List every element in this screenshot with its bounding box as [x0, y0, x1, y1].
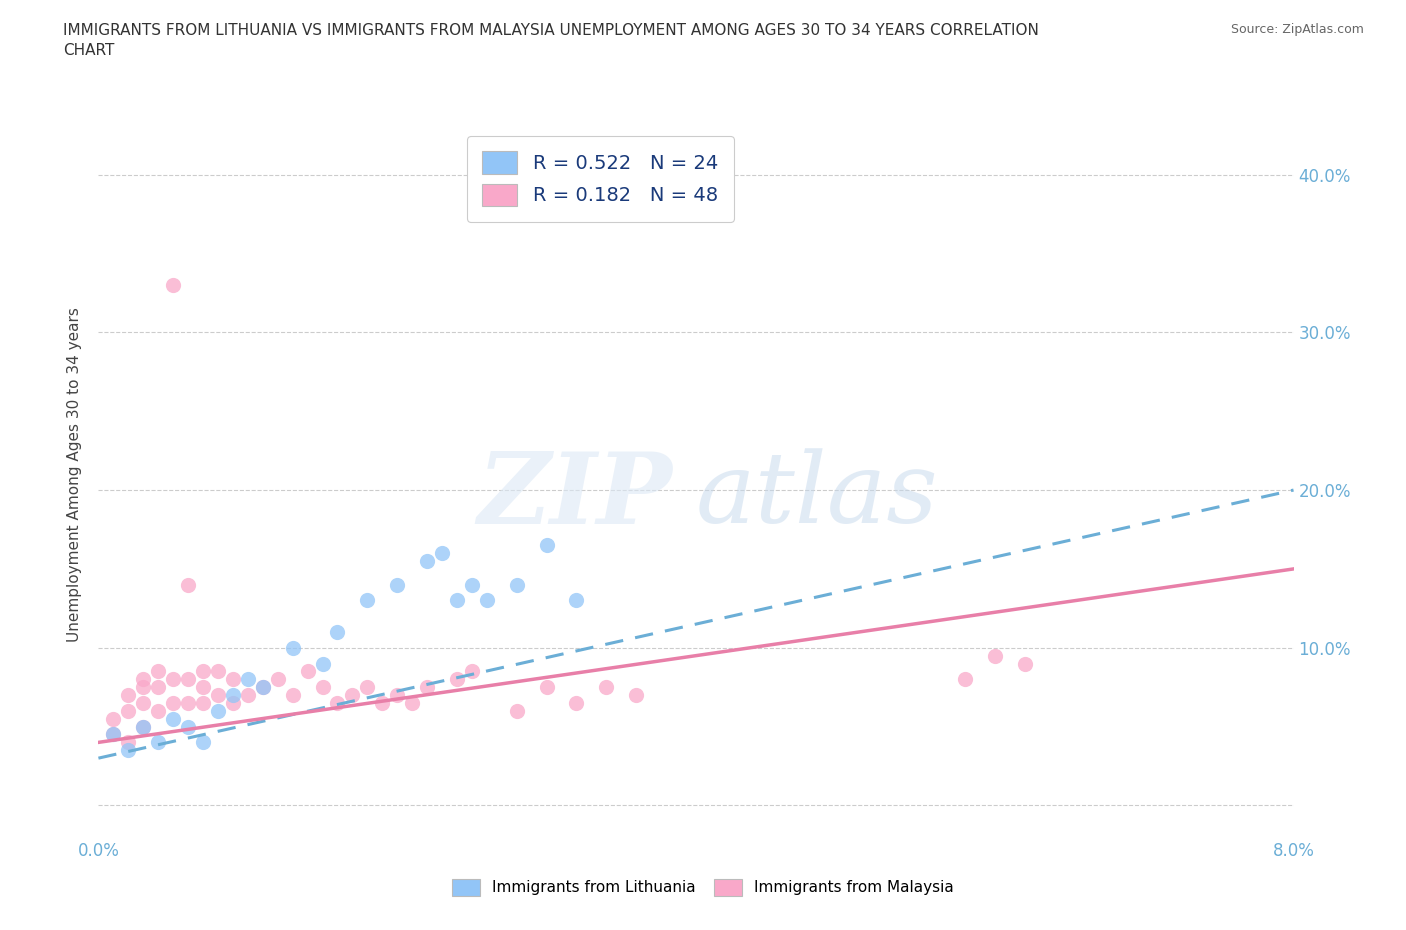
Point: [236, 671, 259, 686]
Point: [191, 664, 214, 679]
Point: [132, 671, 155, 686]
Point: [207, 703, 229, 718]
Point: [342, 687, 364, 702]
Point: [162, 696, 184, 711]
Point: [191, 680, 214, 695]
Point: [536, 538, 558, 552]
Point: [207, 687, 229, 702]
Point: [148, 664, 170, 679]
Point: [207, 664, 229, 679]
Point: [416, 553, 439, 568]
Point: [117, 735, 139, 750]
Point: [177, 578, 200, 592]
Point: [984, 648, 1007, 663]
Point: [132, 680, 155, 695]
Point: [162, 711, 184, 726]
Point: [162, 671, 184, 686]
Point: [148, 680, 170, 695]
Point: [191, 735, 214, 750]
Point: [506, 703, 529, 718]
Point: [371, 696, 394, 711]
Point: [281, 687, 304, 702]
Point: [103, 727, 125, 742]
Point: [103, 727, 125, 742]
Text: IMMIGRANTS FROM LITHUANIA VS IMMIGRANTS FROM MALAYSIA UNEMPLOYMENT AMONG AGES 30: IMMIGRANTS FROM LITHUANIA VS IMMIGRANTS …: [63, 23, 1039, 58]
Y-axis label: Unemployment Among Ages 30 to 34 years: Unemployment Among Ages 30 to 34 years: [67, 307, 83, 642]
Point: [132, 719, 155, 734]
Point: [236, 687, 259, 702]
Point: [446, 671, 468, 686]
Point: [461, 578, 484, 592]
Point: [953, 671, 976, 686]
Text: ZIP: ZIP: [477, 448, 672, 544]
Point: [595, 680, 617, 695]
Point: [222, 687, 245, 702]
Point: [117, 703, 139, 718]
Point: [536, 680, 558, 695]
Legend: R = 0.522   N = 24, R = 0.182   N = 48: R = 0.522 N = 24, R = 0.182 N = 48: [467, 136, 734, 221]
Text: atlas: atlas: [696, 448, 939, 544]
Point: [148, 703, 170, 718]
Point: [430, 546, 453, 561]
Point: [117, 743, 139, 758]
Point: [148, 735, 170, 750]
Point: [506, 578, 529, 592]
Point: [311, 656, 333, 671]
Point: [252, 680, 274, 695]
Point: [222, 671, 245, 686]
Point: [162, 278, 184, 293]
Point: [416, 680, 439, 695]
Point: [132, 719, 155, 734]
Point: [311, 680, 333, 695]
Point: [177, 696, 200, 711]
Point: [267, 671, 290, 686]
Point: [117, 687, 139, 702]
Point: [626, 687, 648, 702]
Point: [326, 625, 349, 640]
Point: [177, 671, 200, 686]
Point: [222, 696, 245, 711]
Point: [401, 696, 423, 711]
Legend: Immigrants from Lithuania, Immigrants from Malaysia: Immigrants from Lithuania, Immigrants fr…: [440, 867, 966, 909]
Point: [191, 696, 214, 711]
Text: Source: ZipAtlas.com: Source: ZipAtlas.com: [1230, 23, 1364, 36]
Point: [565, 696, 588, 711]
Point: [565, 593, 588, 608]
Point: [177, 719, 200, 734]
Point: [132, 696, 155, 711]
Point: [281, 641, 304, 656]
Point: [356, 593, 378, 608]
Point: [103, 711, 125, 726]
Point: [475, 593, 498, 608]
Point: [252, 680, 274, 695]
Point: [385, 687, 409, 702]
Point: [385, 578, 409, 592]
Point: [326, 696, 349, 711]
Point: [446, 593, 468, 608]
Point: [1014, 656, 1036, 671]
Point: [461, 664, 484, 679]
Point: [356, 680, 378, 695]
Point: [297, 664, 319, 679]
